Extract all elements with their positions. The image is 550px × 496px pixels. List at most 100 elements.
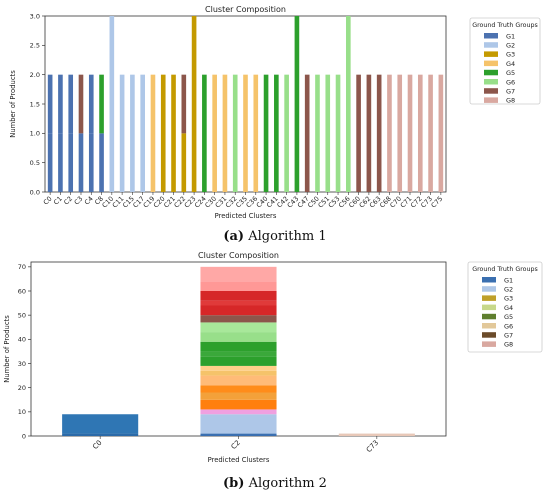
chart2-bar-segment-C2: [200, 315, 277, 323]
chart2-xlabel: Predicted Clusters: [208, 456, 270, 464]
chart2-legend-swatch-G4: [482, 304, 496, 311]
chart2-legend-swatch-G6: [482, 323, 496, 329]
chart2-xtick-label: C2: [230, 439, 242, 451]
chart1-xtick-label: C75: [430, 195, 445, 210]
chart1-legend-swatch-G5: [484, 69, 498, 76]
chart2-bar-segment-C73: [338, 433, 415, 436]
chart2-legend-label-G1: G1: [504, 276, 513, 284]
chart1-bar-segment-C17: [140, 74, 145, 192]
chart1-bar-segment-C1: [58, 133, 63, 192]
chart1-bar-segment-C42: [284, 74, 289, 192]
chart1-bar-segment-C32: [232, 74, 238, 192]
chart2-bar-segment-C2: [200, 332, 277, 342]
chart1-bar-segment-C71: [407, 74, 413, 192]
chart2-legend-label-G8: G8: [504, 341, 513, 349]
chart1-bar-segment-C22: [181, 74, 187, 134]
chart1-bar-segment-C10: [109, 16, 115, 192]
chart1-bar-segment-C4: [88, 74, 94, 134]
chart1-bar-segment-C63: [376, 74, 382, 192]
chart1-bar-segment-C15: [130, 74, 135, 192]
chart2-bar-segment-C2: [200, 300, 277, 306]
chart1-bar-segment-C51: [325, 74, 331, 192]
chart1-legend-label-G2: G2: [506, 42, 515, 50]
caption-b-label: (b): [223, 476, 245, 491]
chart1-legend-label-G6: G6: [506, 78, 515, 86]
chart1-legend-swatch-G8: [484, 97, 498, 103]
chart1-xtick-label: C4: [83, 195, 95, 207]
chart2-bar-segment-C2: [200, 370, 277, 376]
chart1-bar-segment-C47: [304, 74, 310, 192]
chart1-legend-label-G1: G1: [506, 32, 515, 40]
chart1-bar-segment-C30: [212, 74, 217, 192]
chart2-ytick-label: 40: [18, 336, 26, 344]
chart2-legend-swatch-G1: [482, 277, 496, 283]
chart2-bar-segment-C2: [200, 365, 277, 371]
chart1-bar-segment-C35: [243, 74, 248, 192]
chart2-bar-segment-C2: [200, 341, 277, 352]
chart2-legend-swatch-G8: [482, 341, 496, 347]
chart2-bar-segment-C0: [62, 433, 139, 436]
chart2-legend-box: [467, 261, 543, 353]
chart1-bar-segment-C3: [78, 133, 84, 192]
chart1-xtick-label: C2: [62, 195, 74, 207]
chart2-legend-label-G2: G2: [504, 286, 513, 294]
chart2-ytick-label: 50: [18, 311, 26, 319]
chart2-legend-swatch-G5: [482, 313, 496, 320]
chart2-ytick-label: 0: [22, 432, 26, 440]
chart2-xtick-label: C73: [365, 439, 380, 454]
chart1-bar-segment-C0: [47, 133, 53, 192]
chart1-bar-segment-C62: [366, 74, 372, 192]
chart1-ytick-label: 0.0: [30, 188, 40, 196]
chart2-bar-segment-C2: [200, 375, 277, 386]
chart2-legend-swatch-G7: [482, 332, 496, 338]
chart2-legend-label-G3: G3: [504, 295, 513, 303]
chart1-xtick-label: C1: [52, 195, 64, 207]
chart1-xlabel: Predicted Clusters: [215, 212, 277, 220]
chart1-legend-label-G7: G7: [506, 88, 515, 96]
chart1-legend-title: Ground Truth Groups: [472, 22, 538, 29]
chart1-legend-label-G5: G5: [506, 69, 515, 77]
chart1-ytick-label: 1.0: [30, 130, 40, 138]
chart2-legend-title: Ground Truth Groups: [472, 266, 538, 273]
chart1-bar-segment-C1: [58, 74, 63, 134]
chart1-bar-segment-C23: [191, 16, 197, 192]
chart2-legend-swatch-G2: [482, 286, 496, 292]
chart1-bar-segment-C3: [78, 74, 84, 134]
chart1-bar-segment-C56: [346, 16, 351, 192]
chart2-legend-label-G7: G7: [504, 332, 513, 340]
chart1-bar-segment-C2: [68, 133, 74, 192]
chart1-legend-label-G4: G4: [506, 60, 515, 68]
chart2-bar-segment-C2: [200, 409, 277, 415]
chart1-ytick-label: 2.0: [30, 71, 40, 79]
chart1-bar-segment-C22: [181, 133, 187, 192]
chart1-bar-segment-C21: [171, 74, 176, 192]
chart2-ytick-label: 30: [18, 360, 26, 368]
caption-a-label: (a): [223, 229, 245, 244]
caption-a: (a) Algorithm 1: [0, 229, 550, 244]
chart2-bar-segment-C2: [200, 399, 277, 410]
chart1-bar-segment-C53: [335, 74, 341, 192]
chart2-legend-label-G5: G5: [504, 313, 513, 321]
chart1-legend-label-G3: G3: [506, 51, 515, 59]
chart1-bar-segment-C24: [202, 74, 207, 192]
chart1-bar-segment-C2: [68, 74, 74, 134]
chart2-bar-segment-C2: [200, 392, 277, 400]
chart1-bar-segment-C50: [315, 74, 320, 192]
caption-b: (b) Algorithm 2: [0, 476, 550, 491]
chart2-bar-segment-C2: [200, 351, 277, 357]
chart2-bar-segment-C2: [200, 266, 277, 282]
chart2-legend-swatch-G3: [482, 295, 496, 301]
chart1-bar-segment-C72: [417, 74, 423, 192]
chart1-bar-segment-C11: [119, 74, 125, 192]
chart1-legend-swatch-G7: [484, 88, 498, 94]
chart1-xtick-label: C8: [93, 195, 105, 207]
chart2-bar-segment-C2: [200, 433, 277, 436]
chart1-xtick-label: C0: [42, 195, 54, 207]
chart2-legend-label-G6: G6: [504, 322, 513, 330]
chart1-bar-segment-C19: [150, 74, 156, 192]
chart2-ytick-label: 10: [18, 408, 26, 416]
chart1-legend-label-G8: G8: [506, 97, 515, 105]
chart1-bar-segment-C0: [47, 74, 53, 134]
chart1-bar-segment-C68: [387, 74, 392, 192]
